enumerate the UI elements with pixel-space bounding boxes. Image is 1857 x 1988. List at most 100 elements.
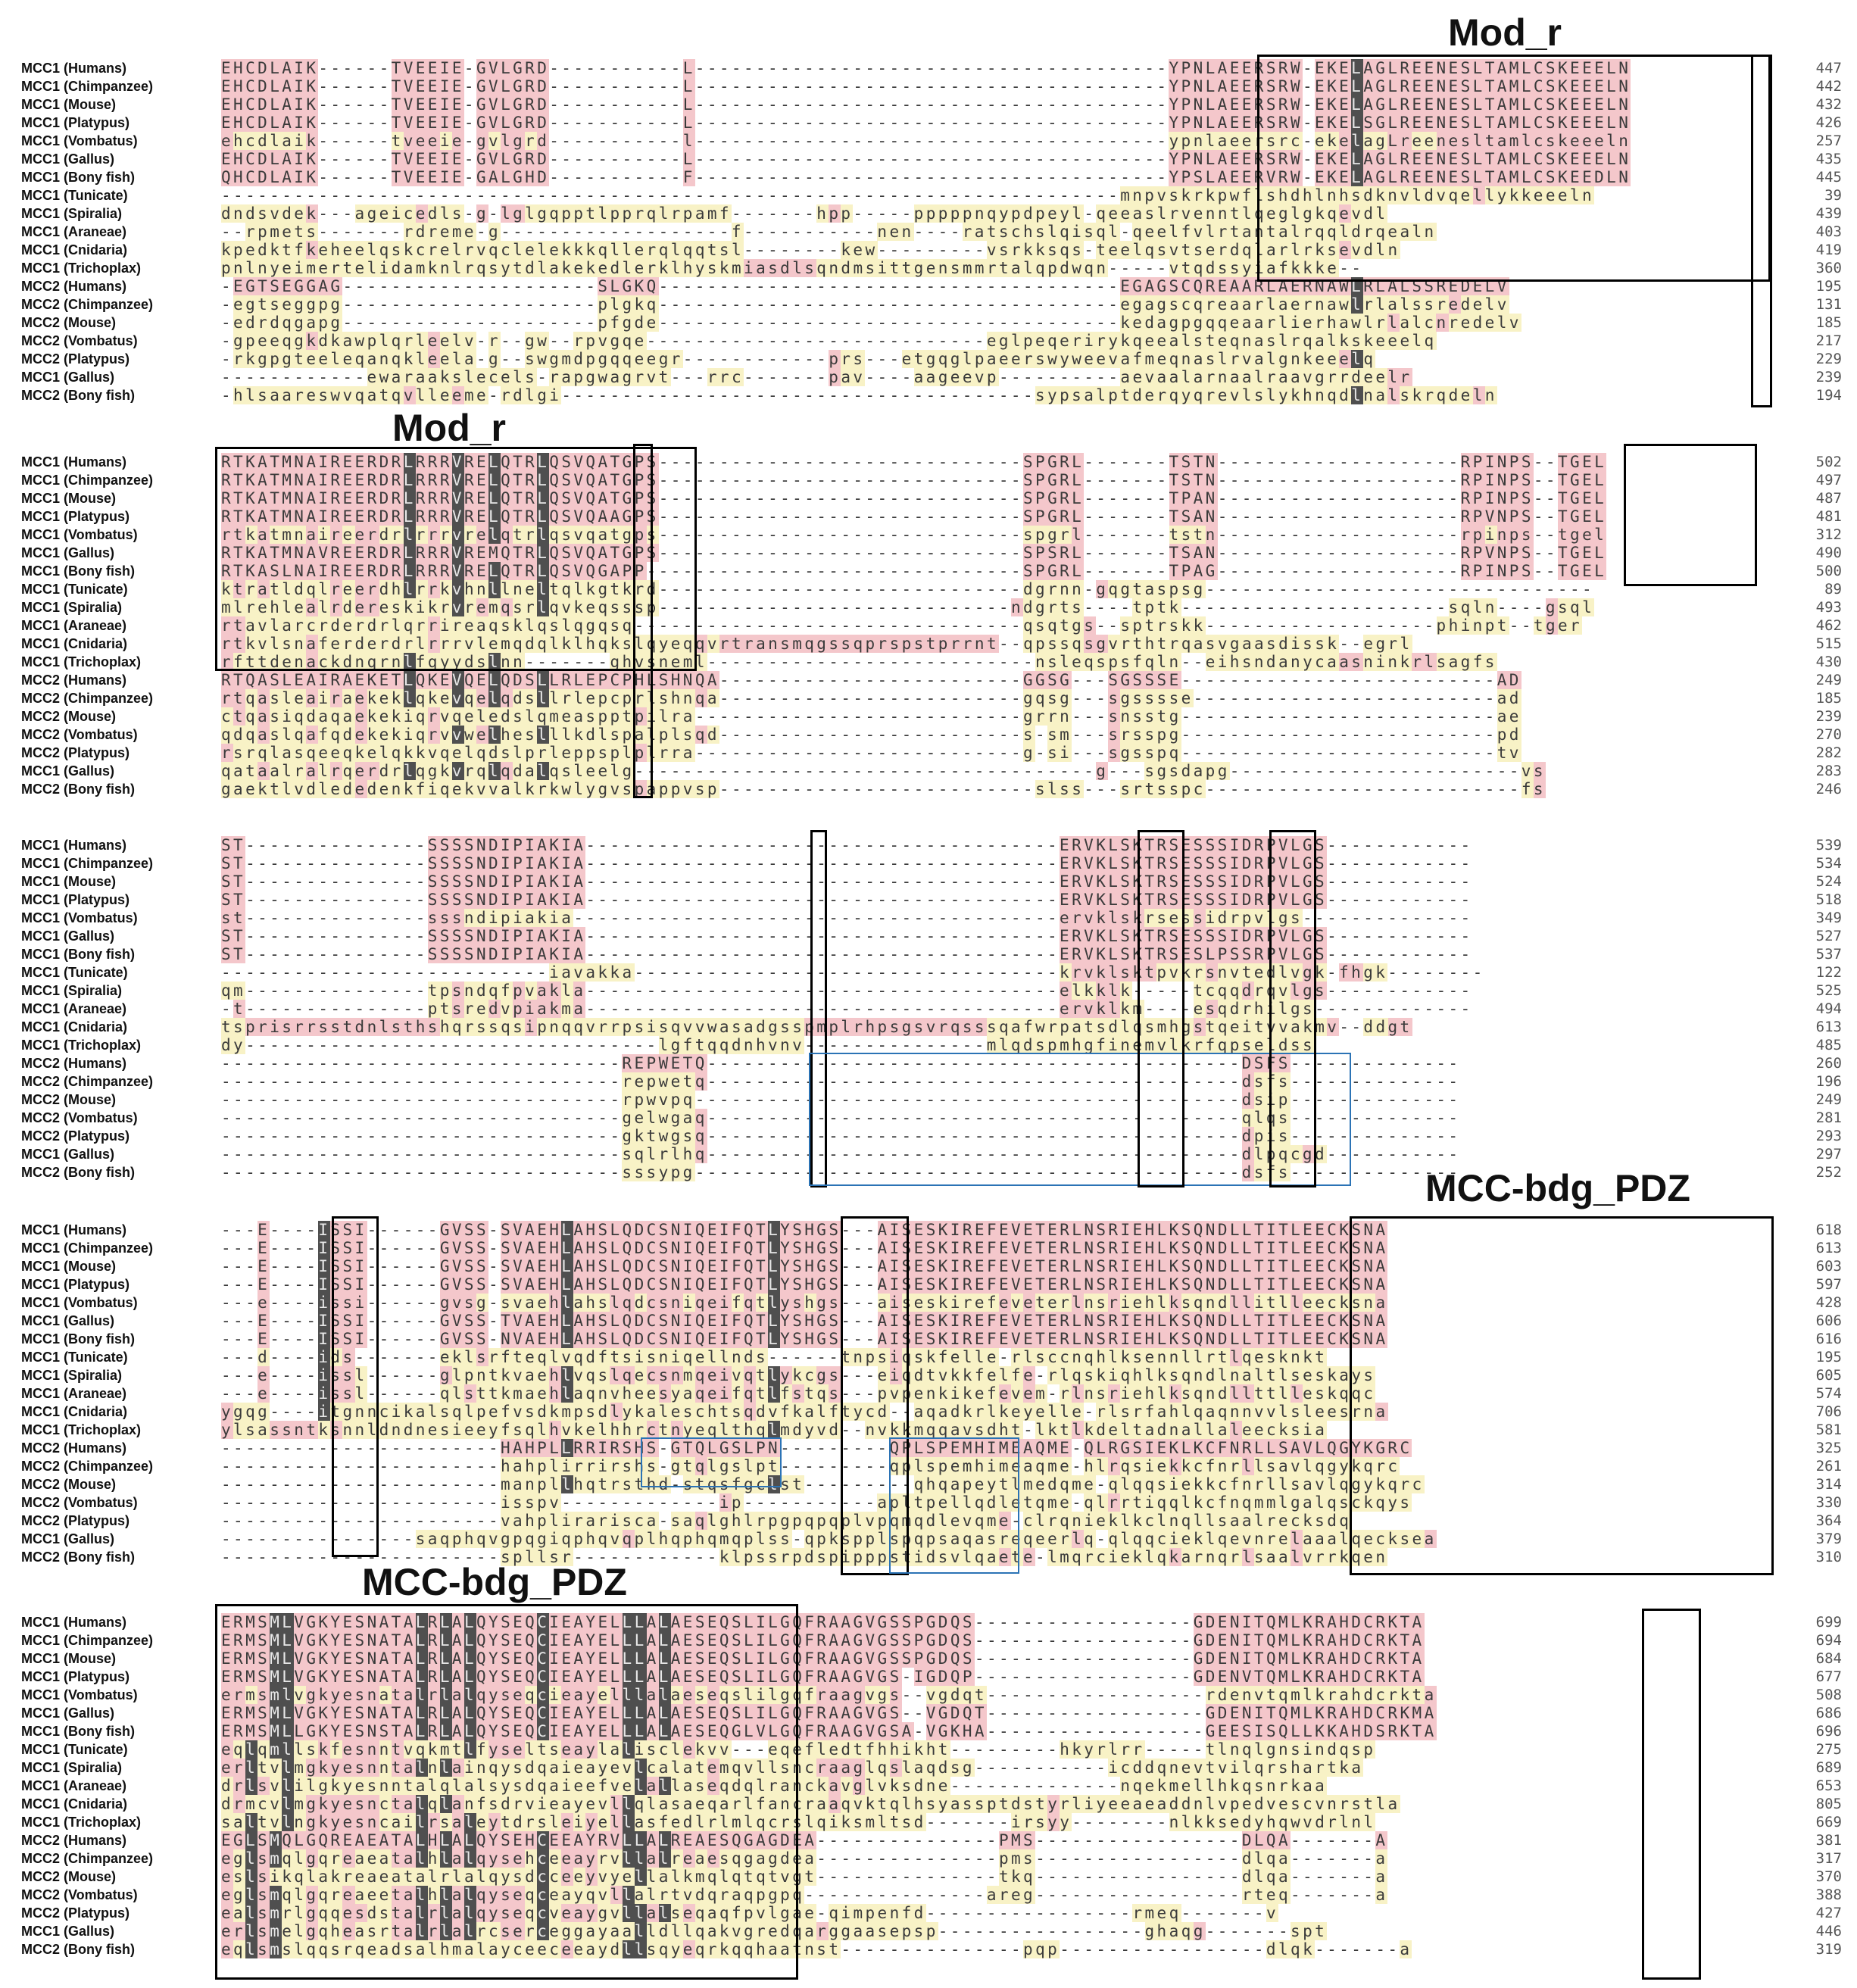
mod-r-domain-label: Mod_r	[1448, 11, 1562, 54]
species-label: MCC1 (Humans)	[21, 838, 127, 853]
residue-position: 196	[1815, 1073, 1842, 1090]
residue-position: 364	[1815, 1512, 1842, 1529]
residue-position: 525	[1815, 982, 1842, 999]
aligned-sequence: ---------------------------------gelwgaq…	[221, 1109, 1461, 1127]
aligned-sequence: erlsmelgqheasrtalrlalrcserceggayaalldllq…	[221, 1922, 1328, 1940]
residue-position: 581	[1815, 1422, 1842, 1438]
mcc-bdg-pdz-domain-label: MCC-bdg_PDZ	[362, 1561, 627, 1603]
species-label: MCC1 (Bony fish)	[21, 947, 135, 962]
sequence-row: MCC1 (Cnidaria) kpedktfkeheelqskcrelrvqcl…	[0, 241, 1857, 259]
species-label: MCC1 (Chimpanzee)	[21, 473, 154, 488]
sequence-row: MCC1 (Spiralia) ---e----issl------glpntkv…	[0, 1366, 1857, 1384]
sequence-row: MCC1 (Araneae) --rpmets-------rdreme-g---…	[0, 223, 1857, 241]
species-label: MCC1 (Trichoplax)	[21, 1038, 142, 1053]
sequence-row: MCC1 (Cnidaria) drmcvlmgkyesnctalqlanfsdr…	[0, 1795, 1857, 1813]
residue-position: 185	[1815, 314, 1842, 331]
residue-position: 122	[1815, 964, 1842, 981]
species-label: MCC1 (Bony fish)	[21, 563, 135, 579]
residue-position: 427	[1815, 1905, 1842, 1921]
aligned-sequence: RTKASLNAIREERDRLRRRVRELQTRLQSVQGAPP-----…	[221, 562, 1607, 580]
species-label: MCC1 (Gallus)	[21, 151, 115, 167]
sequence-row: MCC1 (Gallus) ERMSMLVGKYESNATALRLALQYSEQC…	[0, 1704, 1857, 1722]
sequence-row: MCC1 (Platypus) RTKATMNAIREERDRLRRRVRELQT…	[0, 507, 1857, 526]
sequence-row: MCC1 (Araneae) ---e----issl------qlsttkma…	[0, 1384, 1857, 1403]
sequence-row: MCC1 (Bony fish) ST---------------SSSSNDI…	[0, 945, 1857, 963]
aligned-sequence: ---------------------------------repwetq…	[221, 1072, 1461, 1091]
residue-position: 426	[1815, 114, 1842, 131]
residue-position: 500	[1815, 563, 1842, 579]
sequence-row: MCC1 (Mouse) ERMSMLVGKYESNATALRLALQYSEQCI…	[0, 1649, 1857, 1668]
residue-position: 260	[1815, 1055, 1842, 1072]
aligned-sequence: ERMSMLVGKYESNATALRLALQYSEQCIEAYELLLALAES…	[221, 1631, 1425, 1649]
residue-position: 462	[1815, 617, 1842, 634]
aligned-sequence: ---------------------------iavakka------…	[221, 963, 1485, 982]
residue-position: 388	[1815, 1887, 1842, 1903]
species-label: MCC2 (Vombatus)	[21, 727, 138, 742]
sequence-row: MCC1 (Vombatus) ermsmlvgkyesnatalrlalqyse…	[0, 1686, 1857, 1704]
aligned-sequence: EHCDLAIK------TVEEIE-GVLGRD-----------L-…	[221, 114, 1631, 132]
sequence-row: MCC2 (Mouse) -----------------------manpl…	[0, 1475, 1857, 1493]
aligned-sequence: RTQASLEAIRAEKETLQKEVQELQDSLLRLEPCPHLSHNQ…	[221, 671, 1521, 689]
sequence-row: MCC1 (Trichoplax) pnlnyeimertelidamknlrqs…	[0, 259, 1857, 277]
sequence-row: MCC1 (Mouse) EHCDLAIK------TVEEIE-GVLGRD-…	[0, 95, 1857, 114]
residue-position: 502	[1815, 454, 1842, 470]
residue-position: 297	[1815, 1146, 1842, 1163]
aligned-sequence: ---e----issl------glpntkvaehlvqslqecsnmq…	[221, 1366, 1376, 1384]
aligned-sequence: ehcdlaik------tveeie-gvlgrd-----------l-…	[221, 132, 1631, 150]
species-label: MCC1 (Vombatus)	[21, 1687, 138, 1702]
residue-position: 605	[1815, 1367, 1842, 1384]
sequence-row: MCC2 (Mouse) ctqasiqdaqaekekiqrvqeledslqm…	[0, 707, 1857, 726]
residue-position: 490	[1815, 545, 1842, 561]
sequence-row: MCC1 (Gallus) qataalralrqerdrlqgkvrqlqdal…	[0, 762, 1857, 780]
species-label: MCC1 (Bony fish)	[21, 170, 135, 185]
species-label: MCC1 (Cnidaria)	[21, 1796, 128, 1812]
aligned-sequence: ERMSMLLGKYESNSTALRLALQYSEQCIEAYELLLALAES…	[221, 1722, 1437, 1740]
species-label: MCC1 (Araneae)	[21, 1001, 127, 1016]
sequence-row: MCC1 (Araneae) -t---------------ptsredvpi…	[0, 1000, 1857, 1018]
residue-position: 317	[1815, 1850, 1842, 1867]
aligned-sequence: ---------------------------------sqlrlhq…	[221, 1145, 1461, 1163]
aligned-sequence: -hlsaareswvqatqvlleeme-rdlgi------------…	[221, 386, 1497, 404]
sequence-row: MCC1 (Araneae) rtavlarcrderdrlqrrireaqskl…	[0, 616, 1857, 635]
species-label: MCC2 (Chimpanzee)	[21, 1851, 154, 1866]
sequence-row: MCC2 (Chimpanzee) eglsmqlgqreaeatalhlalqy…	[0, 1849, 1857, 1868]
aligned-sequence: rfttdenackdnqrnlfqyydslnn-------ghvsneml…	[221, 653, 1497, 671]
mcc-bdg-pdz-domain-label: MCC-bdg_PDZ	[1425, 1167, 1690, 1209]
sequence-row: MCC2 (Vombatus) -gpeeqgkdkawplqrleelv-r--…	[0, 332, 1857, 350]
aligned-sequence: ---E----ISSI------GVSS-SVAEHLAHSLQDCSNIQ…	[221, 1275, 1388, 1294]
sequence-row: MCC1 (Trichoplax) saltvlngkyesncailrsaley…	[0, 1813, 1857, 1831]
species-label: MCC1 (Trichoplax)	[21, 1815, 142, 1830]
species-label: MCC1 (Gallus)	[21, 370, 115, 385]
residue-position: 261	[1815, 1458, 1842, 1475]
sequence-row: MCC2 (Chimpanzee) -----------------------…	[0, 1457, 1857, 1475]
aligned-sequence: -EGTSEGGAG---------------------SLGKQ----…	[221, 277, 1509, 295]
aligned-sequence: ST---------------SSSSNDIPIAKIA----------…	[221, 836, 1473, 854]
residue-position: 508	[1815, 1687, 1842, 1703]
residue-position: 653	[1815, 1777, 1842, 1794]
residue-position: 282	[1815, 744, 1842, 761]
sequence-row: MCC1 (Tunicate) ktratldqlreerdhlrrkvhnlln…	[0, 580, 1857, 598]
aligned-sequence: rtavlarcrderdrlqrrireaqsklqslqgqsq------…	[221, 616, 1583, 635]
species-label: MCC1 (Mouse)	[21, 491, 116, 506]
aligned-sequence: rtkvlsnaferderdrlrrrvlemqdqlklhqkslqyeqq…	[221, 635, 1412, 653]
species-label: MCC1 (Araneae)	[21, 1778, 127, 1793]
residue-position: 439	[1815, 205, 1842, 222]
mod-r-domain-label: Mod_r	[392, 407, 506, 449]
aligned-sequence: EHCDLAIK------TVEEIE-GVLGRD-----------L-…	[221, 59, 1631, 77]
residue-position: 696	[1815, 1723, 1842, 1740]
species-label: MCC1 (Araneae)	[21, 618, 127, 633]
sequence-row: MCC2 (Bony fish) -hlsaareswvqatqvlleeme-r…	[0, 386, 1857, 404]
residue-position: 185	[1815, 690, 1842, 707]
aligned-sequence: ERMSMLVGKYESNATALRLALQYSEQCIEAYELLLALAES…	[221, 1704, 1437, 1722]
sequence-row: MCC1 (Vombatus) rtkatmnaireerdrlrrrvrelqt…	[0, 526, 1857, 544]
residue-position: 310	[1815, 1549, 1842, 1565]
aligned-sequence: ST---------------SSSSNDIPIAKIA----------…	[221, 927, 1473, 945]
aligned-sequence: dndsvdek---ageicedls-g-lglgqpptlpprqlrpa…	[221, 204, 1388, 223]
residue-position: 330	[1815, 1494, 1842, 1511]
sequence-row: MCC1 (Vombatus) ehcdlaik------tveeie-gvlg…	[0, 132, 1857, 150]
aligned-sequence: EHCDLAIK------TVEEIE-GVLGRD-----------L-…	[221, 77, 1631, 95]
aligned-sequence: eqlqmllskfesnntvqkmtlfyseltseaylalisclek…	[221, 1740, 1376, 1759]
aligned-sequence: -----------------------vahplirarisca-saq…	[221, 1512, 1352, 1530]
aligned-sequence: ----------------------------------------…	[221, 186, 1595, 204]
aligned-sequence: drmcvlmgkyesnctalqlanfsdrvieayevllqlasae…	[221, 1795, 1400, 1813]
